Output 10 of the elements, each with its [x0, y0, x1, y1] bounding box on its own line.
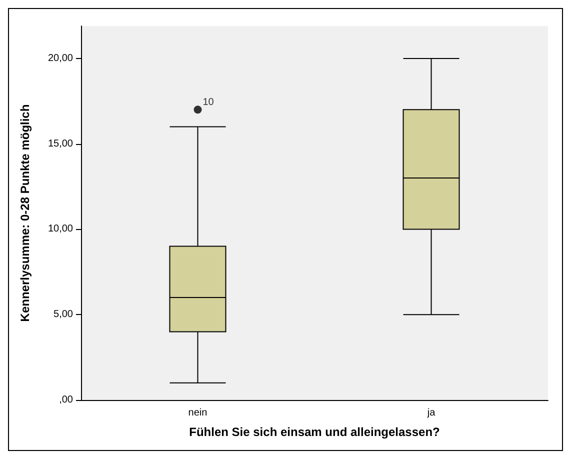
y-axis-title: Kennerlysumme: 0-28 Punkte möglich [18, 104, 32, 322]
y-tick-label: 15,00 [48, 138, 74, 150]
y-tick-label: ,00 [59, 394, 74, 406]
x-tick-label: ja [426, 408, 436, 418]
x-axis-title: Fühlen Sie sich einsam und alleingelassen? [189, 425, 440, 439]
x-tick-label: nein [188, 408, 208, 418]
y-tick-label: 10,00 [48, 224, 74, 235]
y-tick-label: 5,00 [54, 309, 74, 320]
y-tick-label: 20,00 [48, 52, 74, 64]
annotation: 10 [202, 97, 214, 108]
